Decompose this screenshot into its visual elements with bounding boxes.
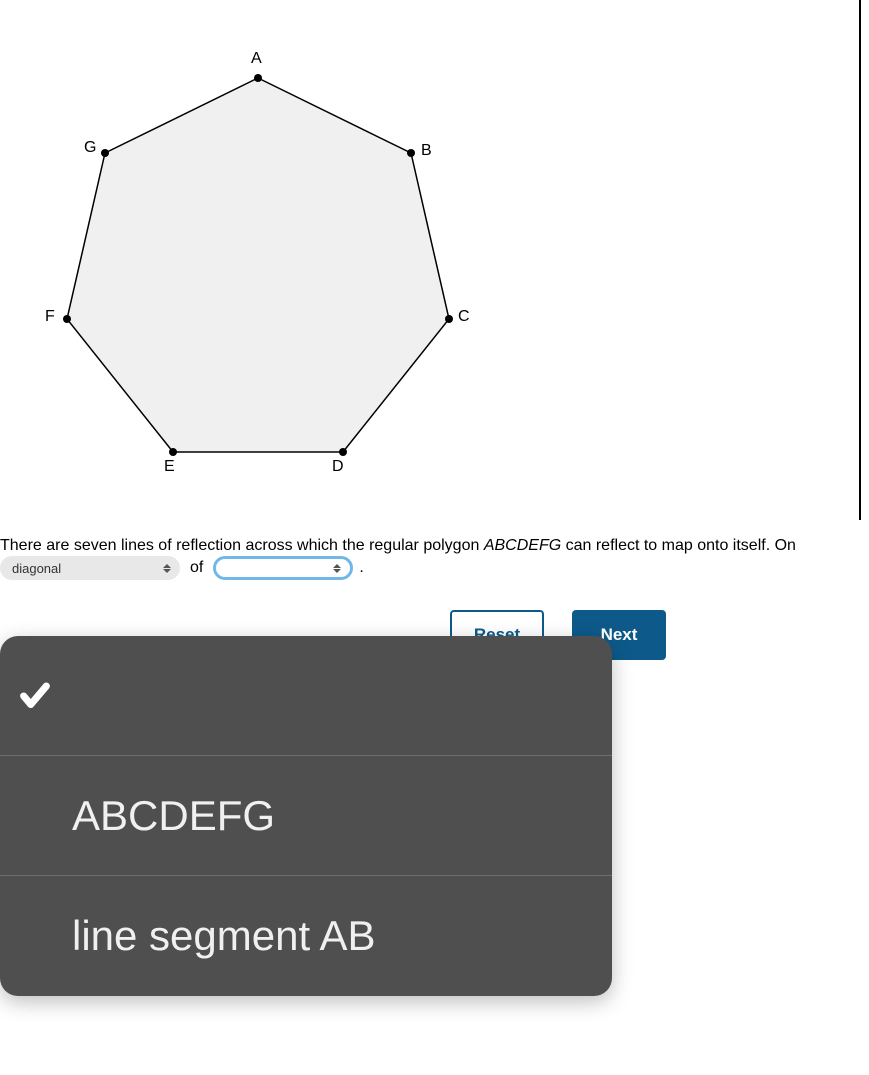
vertex-label-E: E xyxy=(164,458,175,476)
fill-in-controls: diagonal of . xyxy=(0,556,364,580)
heptagon-svg xyxy=(0,40,520,520)
vertex-label-G: G xyxy=(84,139,96,157)
vertex-label-D: D xyxy=(332,458,344,476)
of-text: of xyxy=(186,559,207,577)
select-1[interactable]: diagonal xyxy=(0,556,180,580)
vertex-dot-F xyxy=(63,315,71,323)
check-icon xyxy=(18,679,52,713)
updown-icon xyxy=(332,561,342,575)
heptagon-diagram: A B C D E F G xyxy=(0,40,520,520)
vertex-dot-C xyxy=(445,315,453,323)
vertex-label-C: C xyxy=(458,308,470,326)
dropdown-option-0[interactable] xyxy=(0,636,612,756)
dropdown-option-1[interactable]: ABCDEFG xyxy=(0,756,612,876)
question-text: There are seven lines of reflection acro… xyxy=(0,535,869,557)
question-prefix: There are seven lines of reflection acro… xyxy=(0,537,484,554)
vertex-dot-A xyxy=(254,74,262,82)
dropdown-option-label: ABCDEFG xyxy=(72,792,275,840)
dropdown-option-label: line segment AB xyxy=(72,912,376,960)
select-2[interactable] xyxy=(213,556,353,580)
vertex-label-B: B xyxy=(421,142,432,160)
select-1-value: diagonal xyxy=(12,561,61,576)
vertex-dot-B xyxy=(407,149,415,157)
dropdown-option-2[interactable]: line segment AB xyxy=(0,876,612,996)
vertex-dot-E xyxy=(169,448,177,456)
question-middle: can reflect to map onto itself. On xyxy=(561,537,796,554)
vertex-label-A: A xyxy=(251,50,262,68)
vertex-dot-G xyxy=(101,149,109,157)
viewport-right-border xyxy=(859,0,861,520)
vertex-dot-D xyxy=(339,448,347,456)
heptagon-polygon xyxy=(67,78,449,452)
vertex-label-F: F xyxy=(45,308,55,326)
updown-icon xyxy=(162,561,172,575)
sentence-period: . xyxy=(359,559,363,577)
polygon-name: ABCDEFG xyxy=(484,537,561,554)
dropdown-panel[interactable]: ABCDEFG line segment AB xyxy=(0,636,612,996)
